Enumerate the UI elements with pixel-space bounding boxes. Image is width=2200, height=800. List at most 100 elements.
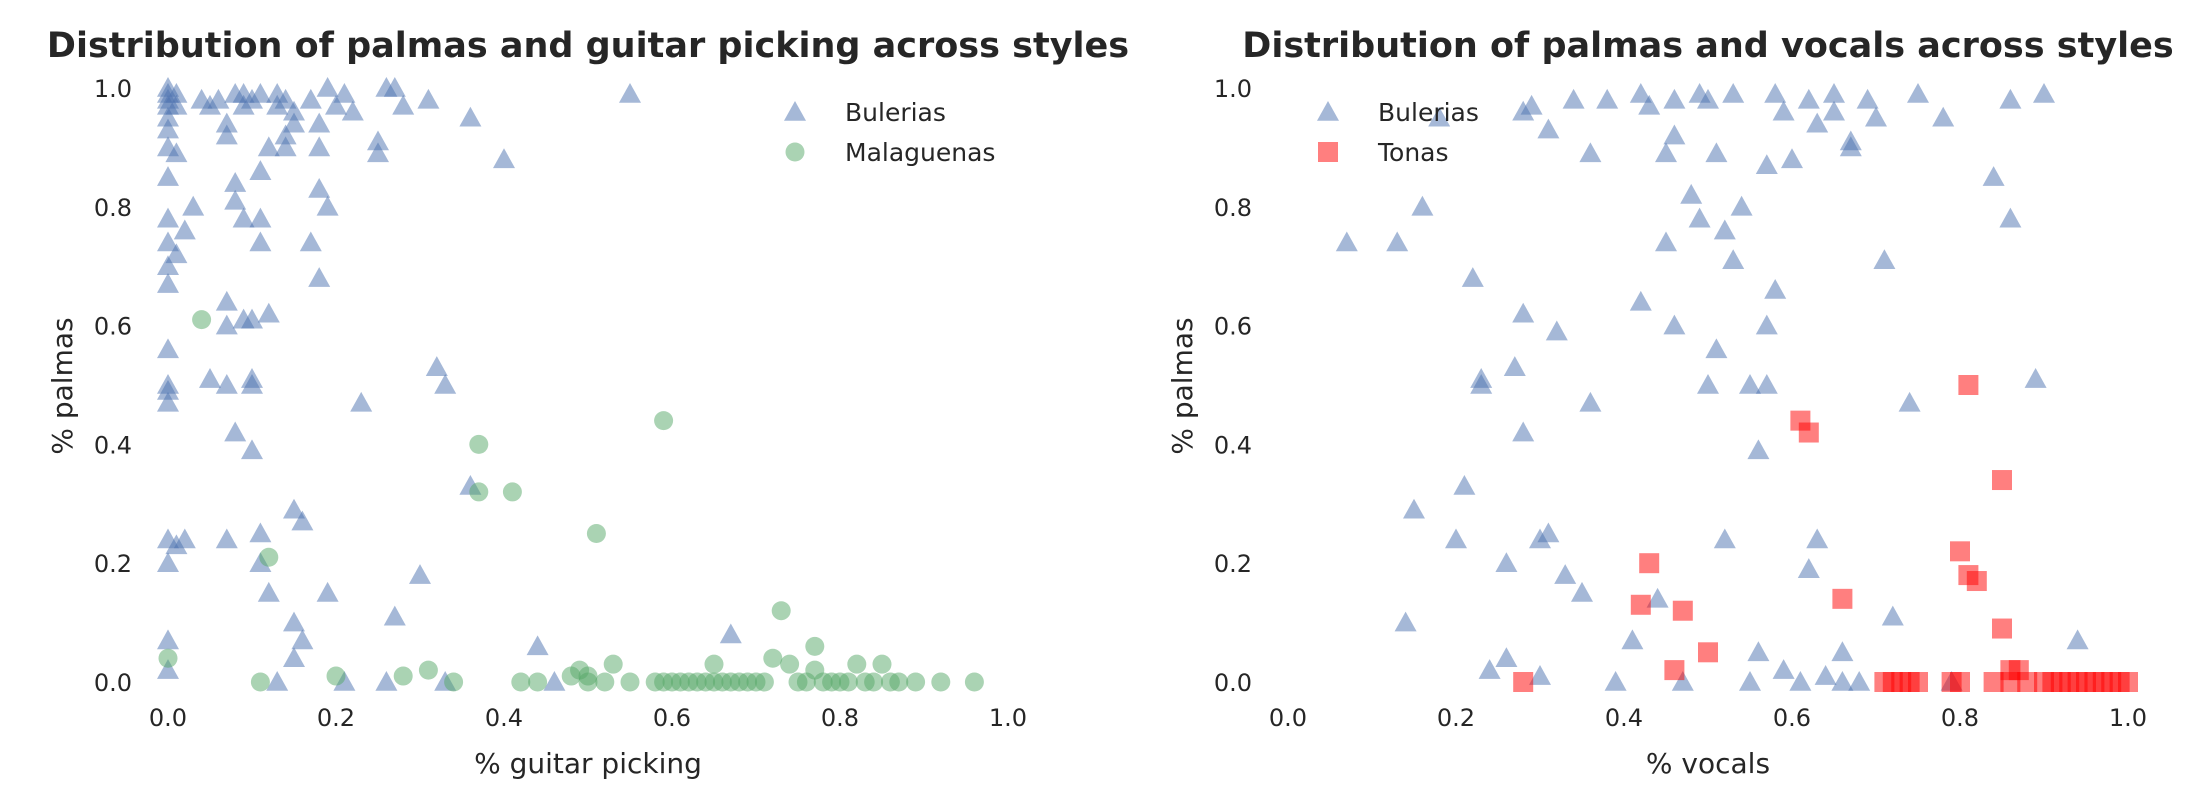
x-tick-label: 0.4	[485, 704, 523, 732]
data-point-bulerias	[1596, 88, 1619, 109]
x-axis-label: % vocals	[1646, 747, 1770, 780]
data-point-bulerias	[1797, 88, 1820, 109]
data-point-bulerias	[1445, 528, 1467, 549]
data-point-malaguenas	[326, 666, 346, 686]
data-point-bulerias	[1655, 142, 1677, 163]
x-tick-label: 0.6	[1773, 704, 1811, 732]
data-point-bulerias	[1629, 290, 1652, 311]
data-point-bulerias	[157, 166, 179, 186]
data-point-bulerias	[266, 671, 289, 691]
x-tick-label: 0.0	[1269, 704, 1307, 732]
data-point-bulerias	[1814, 665, 1837, 685]
data-point-bulerias	[157, 255, 179, 275]
data-point-bulerias	[1764, 82, 1787, 103]
data-point-tonas	[1513, 672, 1534, 692]
data-point-bulerias	[1739, 671, 1761, 691]
data-point-bulerias	[1739, 374, 1761, 394]
y-tick-label: 0.6	[94, 313, 132, 341]
x-tick-label: 0.8	[1941, 704, 1979, 732]
data-point-tonas	[1992, 618, 2012, 639]
data-point-malaguenas	[872, 654, 892, 674]
y-tick-label: 0.8	[1214, 194, 1252, 222]
y-tick-label: 0.8	[94, 194, 132, 222]
data-point-bulerias	[2024, 368, 2047, 388]
data-point-bulerias	[1671, 671, 1694, 691]
data-point-bulerias	[1386, 231, 1409, 252]
data-point-bulerias	[165, 82, 188, 103]
y-tick-label: 0.4	[1214, 431, 1252, 459]
data-point-malaguenas	[469, 482, 489, 502]
data-point-tonas	[1672, 600, 1693, 621]
data-point-bulerias	[215, 314, 238, 335]
data-point-bulerias	[1831, 641, 1854, 662]
data-point-bulerias	[1772, 659, 1795, 679]
y-tick-label: 0.2	[1214, 550, 1252, 578]
data-point-bulerias	[1747, 641, 1770, 662]
data-point-bulerias	[325, 94, 347, 115]
data-point-bulerias	[157, 338, 179, 359]
y-tick-label: 1.0	[94, 75, 132, 103]
data-point-bulerias	[1537, 522, 1560, 543]
data-point-tonas	[1630, 594, 1651, 615]
data-point-bulerias	[215, 290, 238, 311]
data-point-bulerias	[274, 88, 297, 109]
data-point-bulerias	[719, 623, 742, 644]
data-point-bulerias	[1537, 118, 1560, 139]
legend-marker-bulerias	[784, 101, 806, 121]
data-point-tonas	[1698, 642, 1718, 663]
data-point-bulerias	[1848, 671, 1871, 691]
data-point-bulerias	[1554, 564, 1577, 584]
data-point-bulerias	[157, 118, 179, 139]
data-point-bulerias	[1461, 267, 1484, 287]
data-point-bulerias	[1982, 166, 2005, 186]
data-point-bulerias	[1999, 88, 2022, 109]
data-point-bulerias	[2033, 82, 2055, 103]
y-tick-label: 0.2	[94, 550, 132, 578]
data-point-bulerias	[543, 671, 566, 691]
data-point-bulerias	[1755, 154, 1778, 175]
data-point-bulerias	[1999, 207, 2022, 228]
data-point-bulerias	[383, 605, 406, 626]
data-point-bulerias	[257, 302, 280, 323]
data-point-bulerias	[316, 77, 339, 97]
data-point-tonas	[1992, 470, 2012, 491]
data-point-bulerias	[1403, 498, 1425, 519]
y-axis-label: % palmas	[1166, 317, 1199, 454]
data-point-malaguenas	[931, 672, 951, 692]
chart-guitar-picking: Distribution of palmas and guitar pickin…	[46, 26, 1129, 780]
data-point-bulerias	[1335, 231, 1358, 252]
data-point-bulerias	[249, 207, 272, 228]
data-point-bulerias	[1831, 671, 1854, 691]
data-point-bulerias	[333, 82, 356, 103]
data-point-tonas	[1664, 660, 1685, 681]
data-point-bulerias	[173, 528, 196, 549]
data-points	[1335, 82, 2138, 692]
data-point-tonas	[1832, 588, 1853, 609]
data-point-malaguenas	[502, 482, 522, 502]
data-point-bulerias	[249, 231, 272, 252]
data-point-bulerias	[1512, 302, 1535, 323]
data-point-tonas	[1639, 553, 1660, 574]
x-tick-label: 0.2	[317, 704, 355, 732]
data-point-malaguenas	[444, 672, 464, 692]
data-point-malaguenas	[805, 636, 825, 656]
data-point-bulerias	[367, 130, 389, 151]
data-point-bulerias	[1453, 474, 1476, 495]
data-point-bulerias	[1806, 112, 1829, 133]
data-point-bulerias	[308, 112, 331, 133]
data-point-bulerias	[207, 88, 230, 109]
data-point-malaguenas	[586, 524, 606, 543]
y-tick-label: 0.6	[1214, 313, 1252, 341]
data-point-bulerias	[291, 629, 314, 650]
x-axis-label: % guitar picking	[474, 747, 702, 780]
data-point-malaguenas	[250, 672, 270, 692]
data-point-bulerias	[350, 391, 373, 412]
data-point-bulerias	[1512, 421, 1535, 442]
data-point-malaguenas	[603, 654, 623, 674]
data-point-tonas	[2017, 672, 2038, 692]
data-point-bulerias	[425, 356, 448, 376]
data-point-bulerias	[1478, 659, 1501, 679]
data-point-bulerias	[274, 124, 297, 145]
data-point-bulerias	[1579, 142, 1602, 163]
